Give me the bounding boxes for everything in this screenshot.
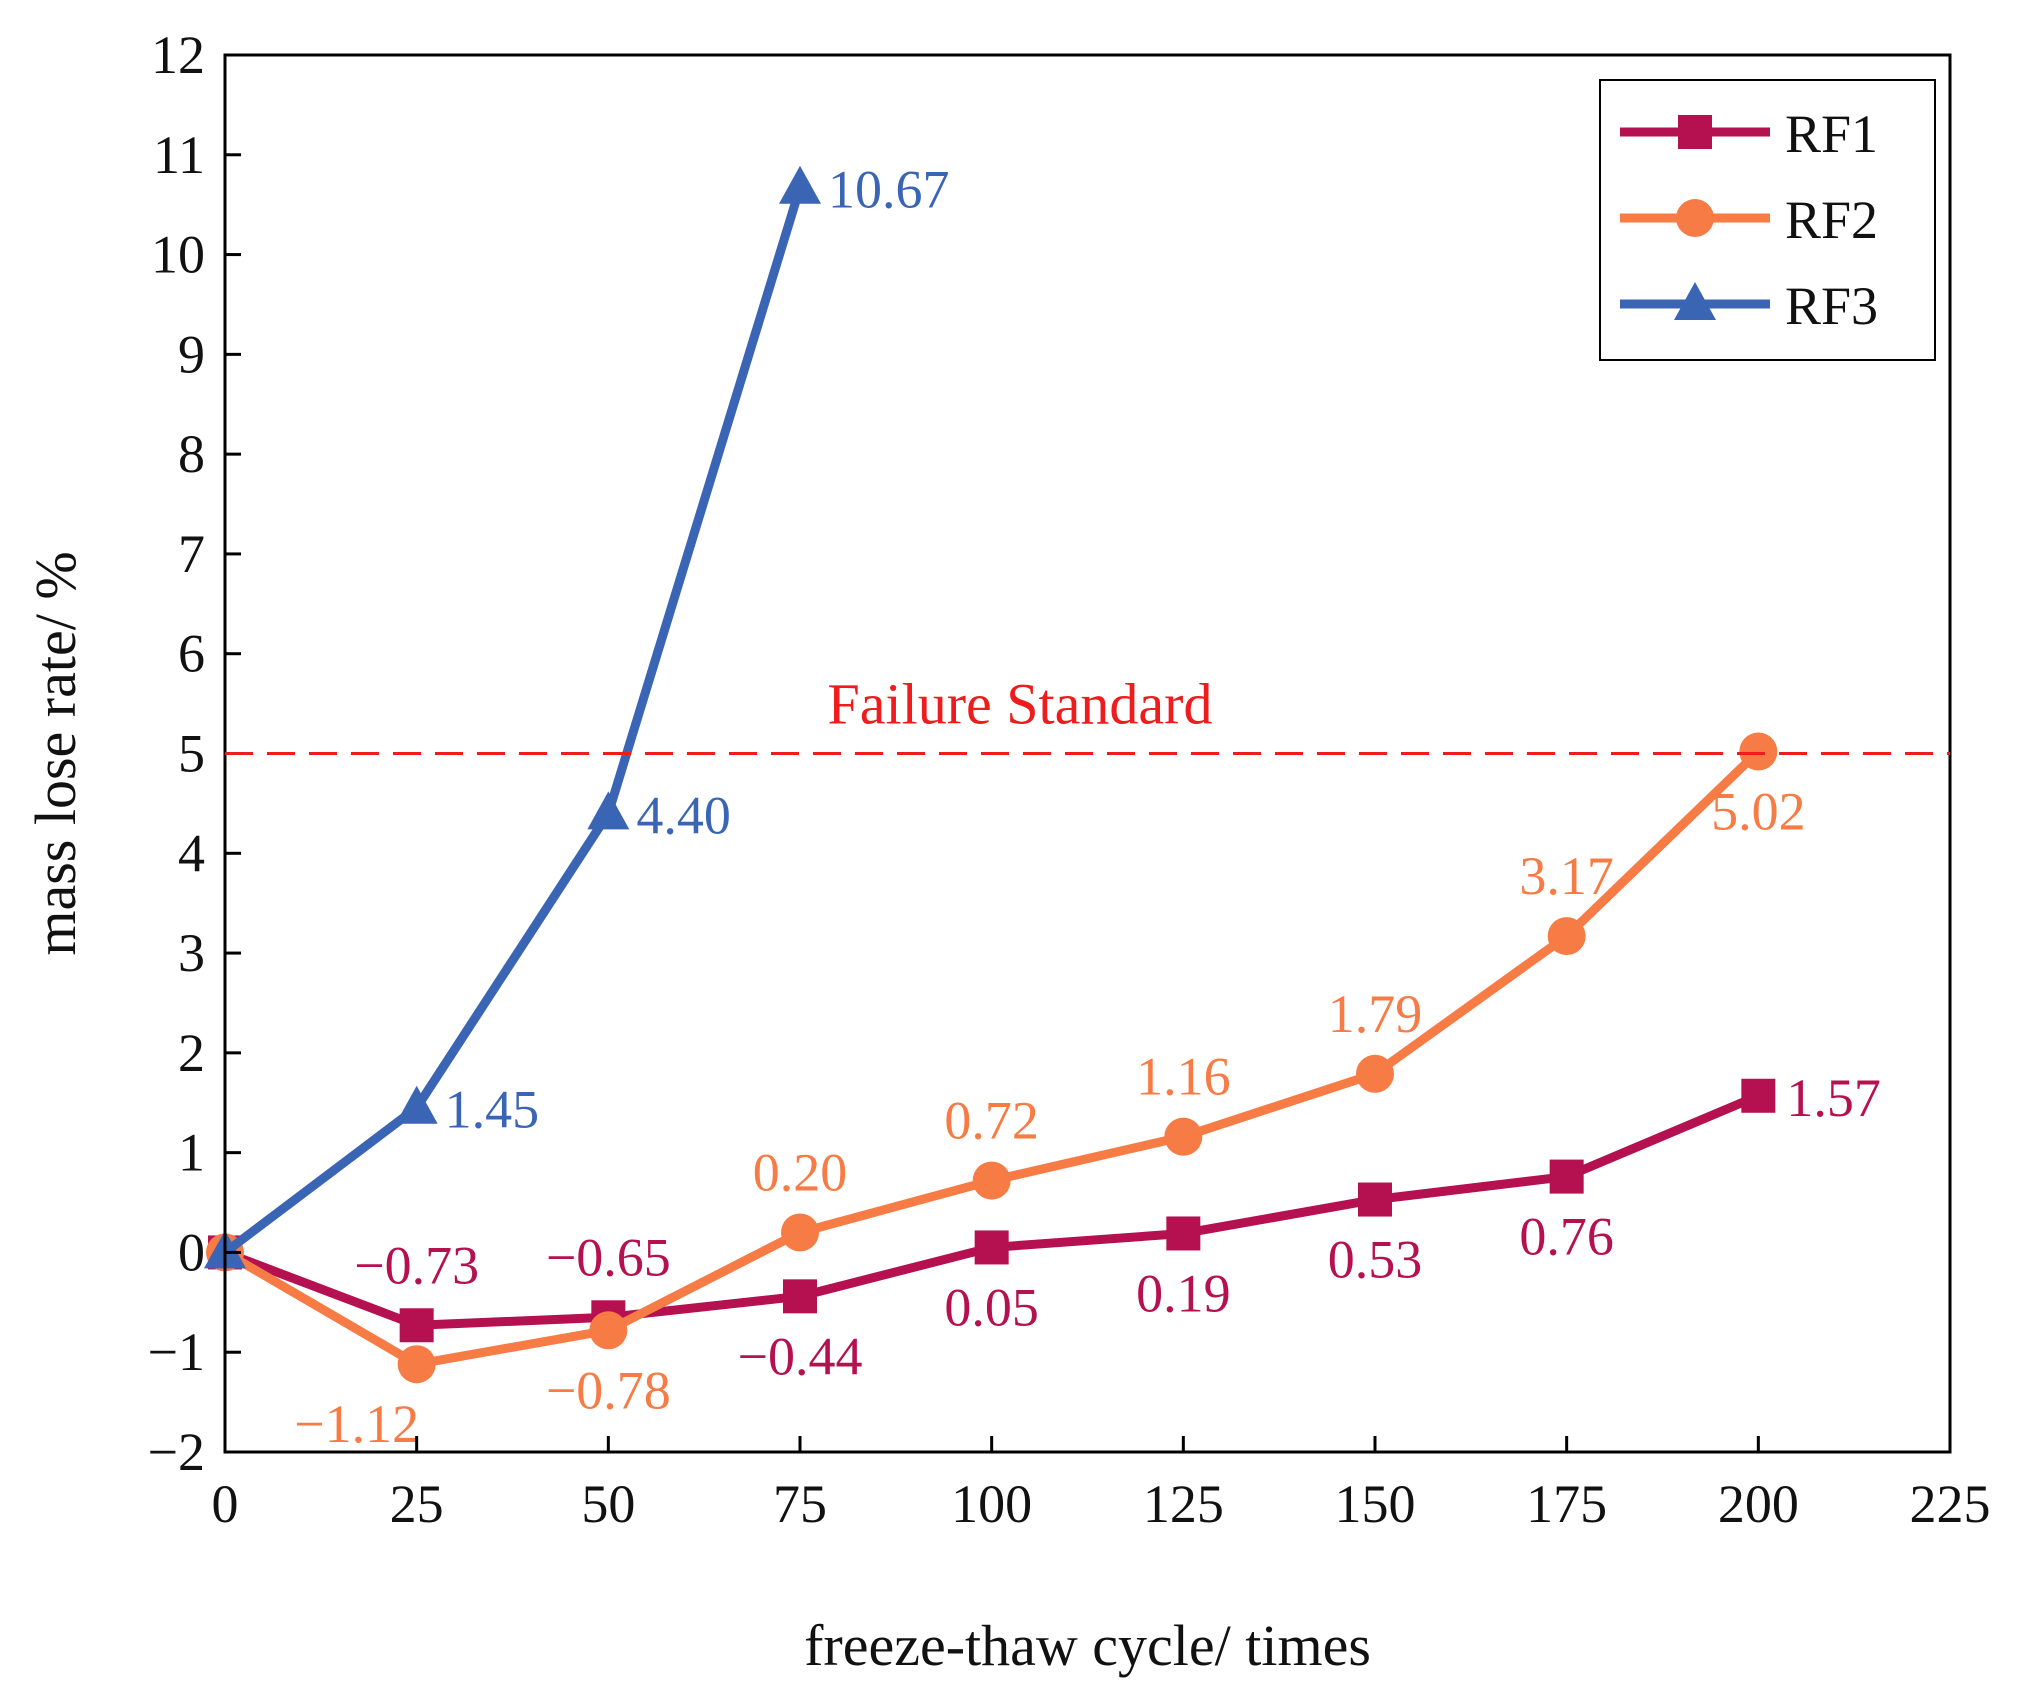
data-label: −0.73 xyxy=(354,1235,479,1295)
data-point-marker xyxy=(1549,1159,1584,1194)
legend-marker xyxy=(1674,282,1716,320)
data-point-marker xyxy=(589,1311,628,1350)
x-tick-label: 25 xyxy=(390,1474,444,1534)
data-label: −1.12 xyxy=(294,1394,419,1454)
y-tick-label: 11 xyxy=(153,125,205,185)
data-label: 3.17 xyxy=(1519,846,1614,906)
x-tick-label: 175 xyxy=(1526,1474,1607,1534)
data-label: 0.76 xyxy=(1519,1207,1614,1267)
data-point-marker xyxy=(399,1308,434,1343)
data-label-layer: −0.73 −0.65 −0.44 0.05 0.19 0.53 0.76 1.57 −1.12… xyxy=(294,160,1881,1454)
data-label: 0.19 xyxy=(1136,1263,1231,1323)
data-label: 0.72 xyxy=(944,1091,1039,1151)
axis-layer: 0 25 50 75 100 125 150 175 200 225−2−101234567891… xyxy=(148,25,1991,1534)
data-label: 0.05 xyxy=(944,1277,1039,1337)
y-tick-label: 2 xyxy=(178,1023,205,1083)
y-tick-label: 1 xyxy=(178,1123,205,1183)
x-tick-label: 0 xyxy=(212,1474,239,1534)
data-label: 0.20 xyxy=(753,1142,848,1202)
legend-marker xyxy=(1676,199,1714,237)
legend-label: RF1 xyxy=(1785,104,1878,164)
series-line xyxy=(222,186,805,1257)
y-tick-label: 10 xyxy=(151,225,205,285)
x-tick-label: 125 xyxy=(1143,1474,1224,1534)
data-point-marker xyxy=(972,1161,1011,1200)
y-tick-label: 0 xyxy=(178,1222,205,1282)
series-layer xyxy=(204,165,1778,1384)
y-tick-label: 6 xyxy=(178,624,205,684)
data-point-marker xyxy=(587,791,630,830)
legend-item-rf1: RF1 xyxy=(1620,104,1878,164)
data-label: −0.78 xyxy=(546,1360,671,1420)
x-tick-label: 100 xyxy=(951,1474,1032,1534)
y-tick-label: −2 xyxy=(148,1422,205,1482)
failure-standard-label: Failure Standard xyxy=(828,672,1213,737)
legend-marker xyxy=(1678,115,1712,149)
y-tick-label: 9 xyxy=(178,324,205,384)
legend: RF1 RF2 RF3 xyxy=(1599,79,1936,361)
x-tick-label: 150 xyxy=(1335,1474,1416,1534)
y-tick-label: 4 xyxy=(178,823,205,883)
y-tick-label: 12 xyxy=(151,25,205,85)
data-label: 10.67 xyxy=(828,160,950,220)
legend-item-rf2: RF2 xyxy=(1620,190,1878,250)
legend-item-rf3: RF3 xyxy=(1620,276,1878,336)
data-point-marker xyxy=(1356,1054,1394,1093)
y-tick-label: 7 xyxy=(178,524,205,584)
y-tick-label: −1 xyxy=(148,1322,205,1382)
x-tick-label: 50 xyxy=(581,1474,635,1534)
data-point-marker xyxy=(1741,1078,1776,1113)
data-point-marker xyxy=(779,165,821,204)
data-label: 5.02 xyxy=(1711,782,1806,842)
x-tick-label: 225 xyxy=(1910,1474,1991,1534)
data-point-marker xyxy=(974,1230,1009,1265)
data-point-marker xyxy=(1547,917,1586,956)
data-label: 1.79 xyxy=(1328,984,1423,1044)
data-point-marker xyxy=(397,1345,436,1384)
data-point-marker xyxy=(781,1213,819,1252)
x-tick-label: 200 xyxy=(1718,1474,1799,1534)
data-label: 1.16 xyxy=(1136,1047,1231,1107)
y-axis-label: mass lose rate/ % xyxy=(23,551,88,955)
legend-label: RF2 xyxy=(1785,190,1878,250)
data-point-marker xyxy=(1164,1117,1203,1156)
y-tick-label: 8 xyxy=(178,424,205,484)
series-rf1 xyxy=(208,1078,1776,1343)
data-point-marker xyxy=(1739,732,1778,771)
data-label: 4.40 xyxy=(636,785,731,845)
data-label: −0.65 xyxy=(546,1227,671,1287)
data-point-marker xyxy=(395,1085,438,1124)
data-label: 1.45 xyxy=(445,1080,539,1140)
data-label: −0.44 xyxy=(738,1326,863,1386)
data-point-marker xyxy=(1166,1216,1201,1251)
x-tick-label: 75 xyxy=(773,1474,827,1534)
data-point-marker xyxy=(783,1279,817,1314)
legend-label: RF3 xyxy=(1785,276,1878,336)
data-label: 1.57 xyxy=(1786,1068,1881,1128)
x-axis-label: freeze-thaw cycle/ times xyxy=(804,1613,1371,1678)
y-tick-label: 5 xyxy=(178,724,205,784)
data-label: 0.53 xyxy=(1328,1230,1423,1290)
y-tick-label: 3 xyxy=(178,923,205,983)
data-point-marker xyxy=(1358,1182,1392,1217)
